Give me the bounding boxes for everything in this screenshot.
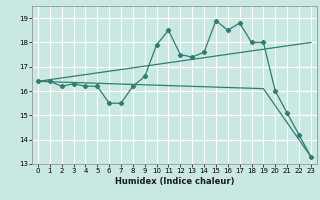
X-axis label: Humidex (Indice chaleur): Humidex (Indice chaleur) [115,177,234,186]
